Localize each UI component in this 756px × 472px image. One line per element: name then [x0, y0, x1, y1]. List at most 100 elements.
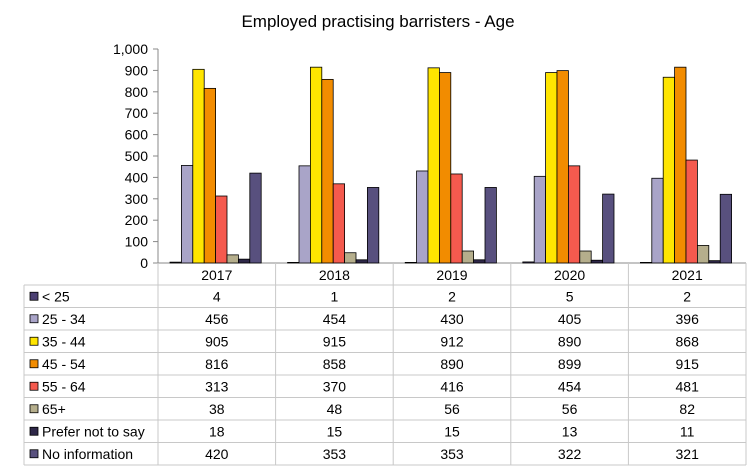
bar	[226, 254, 239, 264]
legend-label: Prefer not to say	[42, 423, 145, 439]
data-label: 454	[558, 378, 582, 394]
data-label: 858	[323, 356, 347, 372]
data-label: 416	[440, 378, 464, 394]
bar	[366, 187, 380, 264]
data-label: 915	[676, 356, 700, 372]
y-tick-label: 500	[125, 148, 149, 164]
y-tick-label: 0	[140, 255, 148, 271]
data-label: 370	[323, 378, 347, 394]
bar	[438, 72, 452, 264]
x-tick-label: 2018	[319, 267, 350, 283]
data-label: 396	[676, 311, 700, 327]
bar	[662, 76, 676, 264]
y-tick-label: 700	[125, 105, 149, 121]
legend-label: 35 - 44	[42, 333, 86, 349]
bar	[590, 259, 604, 264]
x-tick-label: 2021	[672, 267, 703, 283]
bar	[287, 261, 300, 264]
data-label: 15	[444, 423, 460, 439]
data-label: 56	[562, 401, 578, 417]
data-label: 905	[205, 333, 229, 349]
bar	[556, 70, 569, 264]
y-tick-label: 100	[125, 234, 149, 250]
data-label: 2	[683, 288, 691, 304]
y-tick-label: 600	[125, 127, 149, 143]
chart-title: Employed practising barristers - Age	[241, 12, 514, 31]
data-label: 48	[327, 401, 343, 417]
data-label: 868	[676, 333, 700, 349]
legend-swatch	[29, 426, 39, 436]
bar	[545, 72, 558, 264]
bar	[215, 195, 228, 264]
legend-label: 65+	[42, 401, 66, 417]
bar	[473, 259, 486, 264]
data-table: 2017 2018 2019 2020 2021 < 25 4 1 2 5 2 25 - 34 456 4…	[23, 263, 747, 466]
data-label: 4	[213, 288, 221, 304]
bar	[404, 261, 418, 264]
bar	[522, 261, 535, 264]
data-label: 5	[566, 288, 574, 304]
legend-swatch	[29, 404, 39, 414]
bar	[298, 165, 311, 264]
legend-swatch	[29, 381, 39, 391]
x-tick-label: 2017	[201, 267, 232, 283]
data-label: 890	[558, 333, 582, 349]
bar	[332, 183, 346, 264]
x-tick-label: 2019	[436, 267, 467, 283]
data-label: 2	[448, 288, 456, 304]
legend-label: 25 - 34	[42, 311, 86, 327]
y-tick-label: 300	[125, 191, 149, 207]
data-label: 454	[323, 311, 347, 327]
bar	[568, 165, 581, 264]
data-label: 38	[209, 401, 225, 417]
bar	[203, 87, 216, 264]
bar	[579, 250, 592, 264]
data-label: 82	[679, 401, 695, 417]
bar	[484, 187, 497, 264]
data-label: 430	[440, 311, 464, 327]
bar	[651, 177, 664, 264]
data-label: 899	[558, 356, 582, 372]
legend-label: 45 - 54	[42, 356, 86, 372]
data-label: 353	[323, 446, 347, 462]
bars-group	[169, 66, 733, 264]
data-label: 915	[323, 333, 347, 349]
data-label: 405	[558, 311, 582, 327]
bar	[355, 259, 368, 264]
x-tick-label: 2020	[554, 267, 585, 283]
bar	[192, 68, 205, 264]
bar	[461, 250, 475, 264]
legend-label: 55 - 64	[42, 378, 86, 394]
bar	[602, 193, 615, 264]
data-label: 321	[676, 446, 700, 462]
bar	[533, 175, 547, 264]
bar	[719, 193, 733, 264]
bar	[416, 170, 429, 264]
y-tick-label: 400	[125, 169, 149, 185]
data-label: 353	[440, 446, 464, 462]
legend-swatch	[29, 359, 39, 369]
bar	[237, 258, 251, 264]
data-label: 56	[444, 401, 460, 417]
bar	[708, 260, 721, 264]
bar	[249, 172, 262, 264]
bar	[685, 159, 698, 264]
y-tick-label: 200	[125, 212, 149, 228]
data-label: 1	[331, 288, 339, 304]
y-tick-label: 900	[125, 62, 149, 78]
legend-swatch	[29, 336, 39, 346]
data-label: 420	[205, 446, 229, 462]
data-label: 816	[205, 356, 229, 372]
bar	[427, 67, 440, 264]
data-label: 890	[440, 356, 464, 372]
bar	[309, 66, 323, 264]
legend-label: < 25	[42, 288, 70, 304]
data-label: 18	[209, 423, 225, 439]
legend-swatch	[29, 314, 39, 324]
bar	[674, 66, 687, 264]
bar	[321, 78, 334, 264]
bar	[640, 261, 653, 264]
data-label: 481	[676, 378, 700, 394]
bar	[169, 261, 182, 264]
